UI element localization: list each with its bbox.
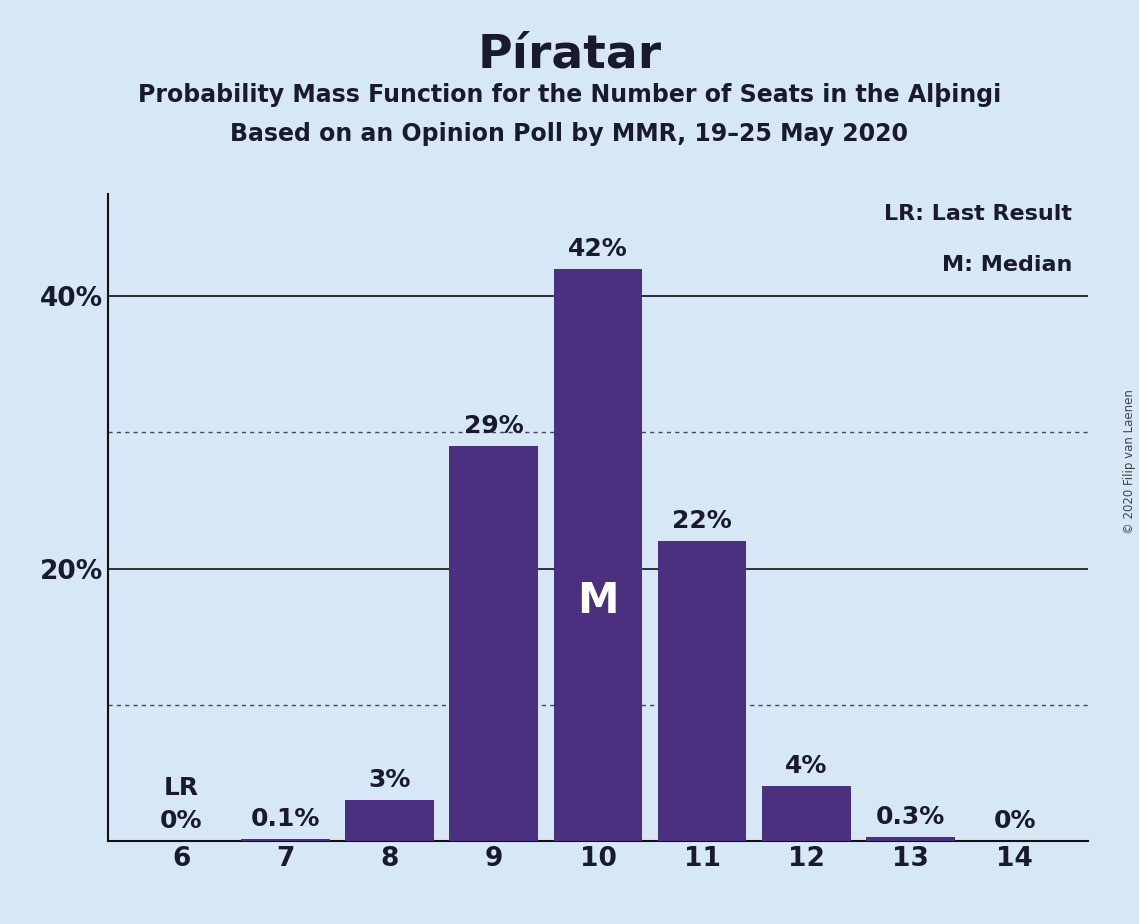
Text: Based on an Opinion Poll by MMR, 19–25 May 2020: Based on an Opinion Poll by MMR, 19–25 M… (230, 122, 909, 146)
Text: 0%: 0% (993, 808, 1036, 833)
Bar (554, 269, 642, 841)
Text: 42%: 42% (568, 237, 628, 261)
Bar (241, 840, 329, 841)
Text: Probability Mass Function for the Number of Seats in the Alþingi: Probability Mass Function for the Number… (138, 83, 1001, 107)
Bar (762, 786, 851, 841)
Text: 29%: 29% (464, 414, 524, 438)
Bar (867, 837, 954, 841)
Text: 0.3%: 0.3% (876, 805, 945, 829)
Bar (345, 800, 434, 841)
Text: 0%: 0% (159, 808, 203, 833)
Text: M: M (577, 579, 618, 622)
Text: 22%: 22% (672, 509, 732, 533)
Text: LR: LR (164, 776, 198, 800)
Text: 3%: 3% (368, 768, 411, 792)
Text: © 2020 Filip van Laenen: © 2020 Filip van Laenen (1123, 390, 1137, 534)
Text: 4%: 4% (785, 754, 828, 778)
Text: M: Median: M: Median (942, 255, 1072, 275)
Text: 0.1%: 0.1% (251, 808, 320, 832)
Text: Píratar: Píratar (477, 32, 662, 78)
Bar (450, 446, 538, 841)
Bar (658, 541, 746, 841)
Text: LR: Last Result: LR: Last Result (884, 204, 1072, 224)
